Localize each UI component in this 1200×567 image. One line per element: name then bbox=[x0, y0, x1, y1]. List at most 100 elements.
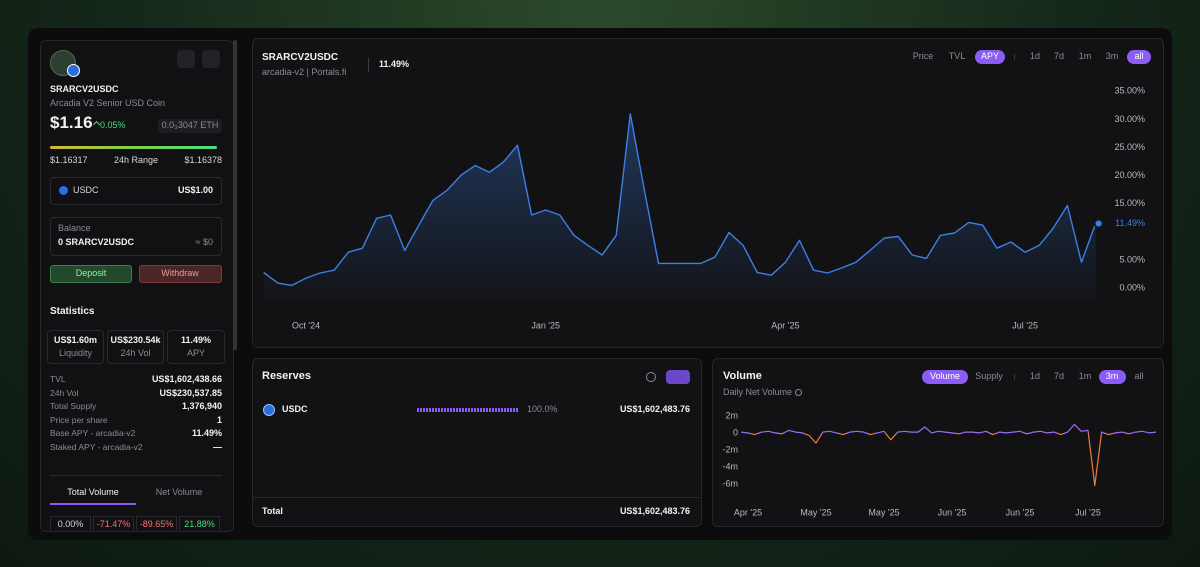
tab[interactable]: 3m bbox=[1105, 371, 1119, 381]
x-tick-label: Jul '25 bbox=[1075, 507, 1101, 517]
stat-box-label: 24h Vol bbox=[120, 348, 151, 358]
volume-tab[interactable]: Net Volume bbox=[155, 487, 203, 497]
total-label: Total bbox=[262, 506, 283, 516]
logo-badge bbox=[67, 64, 80, 77]
scrollbar bbox=[233, 40, 237, 350]
tab[interactable]: 7d bbox=[1053, 371, 1064, 381]
stat-label: Base APY - arcadia-v2 bbox=[50, 428, 136, 439]
tab[interactable]: Volume bbox=[929, 371, 961, 381]
change-cell bbox=[50, 516, 91, 530]
reserve-token: USDC bbox=[282, 404, 308, 414]
header-apy: 11.49% bbox=[379, 59, 410, 69]
line bbox=[263, 113, 1097, 287]
divider bbox=[50, 475, 222, 476]
change-value: -89.65% bbox=[139, 519, 174, 529]
x-tick-label: May '25 bbox=[868, 507, 899, 517]
stat-box bbox=[167, 330, 225, 364]
y-tick-label: -2m bbox=[723, 444, 739, 454]
change-value: -71.47% bbox=[96, 519, 131, 529]
y-tick-label: 25.00% bbox=[1114, 142, 1145, 152]
balance-value: ≈ $0 bbox=[195, 237, 213, 247]
tab-pill[interactable] bbox=[1098, 370, 1126, 384]
stat-value: 11.49% bbox=[191, 428, 222, 439]
price-change: 0.05% bbox=[100, 120, 126, 130]
reserves-panel bbox=[252, 358, 702, 527]
stat-box-value: 11.49% bbox=[180, 335, 212, 345]
volume-panel bbox=[712, 358, 1164, 527]
token-box bbox=[50, 177, 222, 205]
total-value: US$1,602,483.76 bbox=[619, 506, 690, 516]
y-tick-label: 15.00% bbox=[1114, 198, 1145, 208]
withdraw-button[interactable] bbox=[139, 265, 222, 283]
price: $1.16 bbox=[50, 113, 93, 132]
share-button[interactable] bbox=[202, 50, 220, 68]
copy-button[interactable] bbox=[177, 50, 195, 68]
stat-label: TVL bbox=[50, 374, 66, 384]
tab[interactable]: TVL bbox=[948, 51, 966, 61]
divider bbox=[252, 497, 700, 498]
statistics-title: Statistics bbox=[50, 306, 95, 317]
tab[interactable]: Supply bbox=[975, 371, 1003, 381]
y-tick-label: 2m bbox=[725, 410, 738, 420]
eth-price-box bbox=[158, 119, 222, 133]
y-tick-label: 35.00% bbox=[1114, 86, 1145, 96]
x-tick-label: Jun '25 bbox=[938, 507, 967, 517]
stat-box-label: Liquidity bbox=[58, 348, 93, 358]
current-dot bbox=[1093, 218, 1104, 229]
tab[interactable]: all bbox=[1134, 51, 1144, 61]
y-tick-label: 0.00% bbox=[1119, 283, 1145, 293]
tab-pill[interactable] bbox=[922, 370, 968, 384]
tab[interactable]: 1m bbox=[1078, 371, 1092, 381]
y-tick-label: 0 bbox=[733, 427, 738, 437]
tab[interactable]: 3m bbox=[1105, 51, 1119, 61]
change-cell bbox=[136, 516, 177, 530]
eth-price: 0.0₃3047 ETH bbox=[161, 120, 219, 130]
range-bar bbox=[50, 146, 217, 149]
tab[interactable]: 1m bbox=[1078, 51, 1092, 61]
stat-box-label: APY bbox=[186, 348, 205, 358]
tab[interactable]: 1d bbox=[1029, 51, 1040, 61]
y-tick-label: 5.00% bbox=[1119, 254, 1145, 264]
stat-box-value: US$1.60m bbox=[53, 335, 98, 345]
token-symbol: SRARCV2USDC bbox=[50, 84, 119, 94]
reserve-share: 100.0% bbox=[527, 404, 558, 414]
tab[interactable]: APY bbox=[980, 51, 999, 61]
token-name: Arcadia V2 Senior USD Coin bbox=[50, 98, 166, 108]
list-toggle[interactable] bbox=[666, 370, 690, 384]
y-tick-label: -4m bbox=[723, 461, 739, 471]
x-tick-label: Apr '25 bbox=[734, 507, 762, 517]
balance-label: Balance bbox=[58, 223, 91, 233]
volume-tab[interactable]: Total Volume bbox=[67, 487, 119, 497]
usdc-icon bbox=[59, 186, 68, 195]
chart-subtitle: arcadia-v2 | Portals.fi bbox=[262, 67, 347, 77]
withdraw-label[interactable]: Withdraw bbox=[161, 268, 199, 278]
reserve-amount: US$1,602,483.76 bbox=[619, 404, 690, 414]
range-low: $1.16317 bbox=[50, 155, 88, 165]
stat-label: Price per share bbox=[50, 414, 108, 425]
y-tick-label: -6m bbox=[723, 478, 739, 488]
y-tick-label: 20.00% bbox=[1114, 170, 1145, 180]
deposit-button[interactable] bbox=[50, 265, 132, 283]
token: USDC bbox=[73, 185, 99, 195]
usdc-icon bbox=[263, 404, 275, 416]
range-high: $1.16378 bbox=[184, 155, 222, 165]
history-icon[interactable] bbox=[646, 372, 656, 382]
tab-pill[interactable] bbox=[1127, 50, 1151, 64]
stat-box bbox=[47, 330, 104, 364]
deposit-label[interactable]: Deposit bbox=[75, 268, 107, 278]
tab[interactable]: Price bbox=[912, 51, 934, 61]
stat-label: Total Supply bbox=[50, 401, 97, 412]
x-tick-label: Apr '25 bbox=[771, 320, 799, 330]
stat-box-value: US$230.54k bbox=[110, 335, 161, 345]
stat-label: 24h Vol bbox=[50, 387, 79, 398]
tab[interactable]: 7d bbox=[1053, 51, 1064, 61]
tab[interactable]: all bbox=[1134, 371, 1144, 381]
reserves-title: Reserves bbox=[262, 370, 311, 382]
tab-pill[interactable] bbox=[975, 50, 1005, 64]
token-price: US$1.00 bbox=[177, 185, 213, 195]
stat-label: Staked APY - arcadia-v2 bbox=[50, 442, 143, 452]
change-value: 0.00% bbox=[57, 519, 84, 529]
tab[interactable]: 1d bbox=[1029, 371, 1040, 381]
